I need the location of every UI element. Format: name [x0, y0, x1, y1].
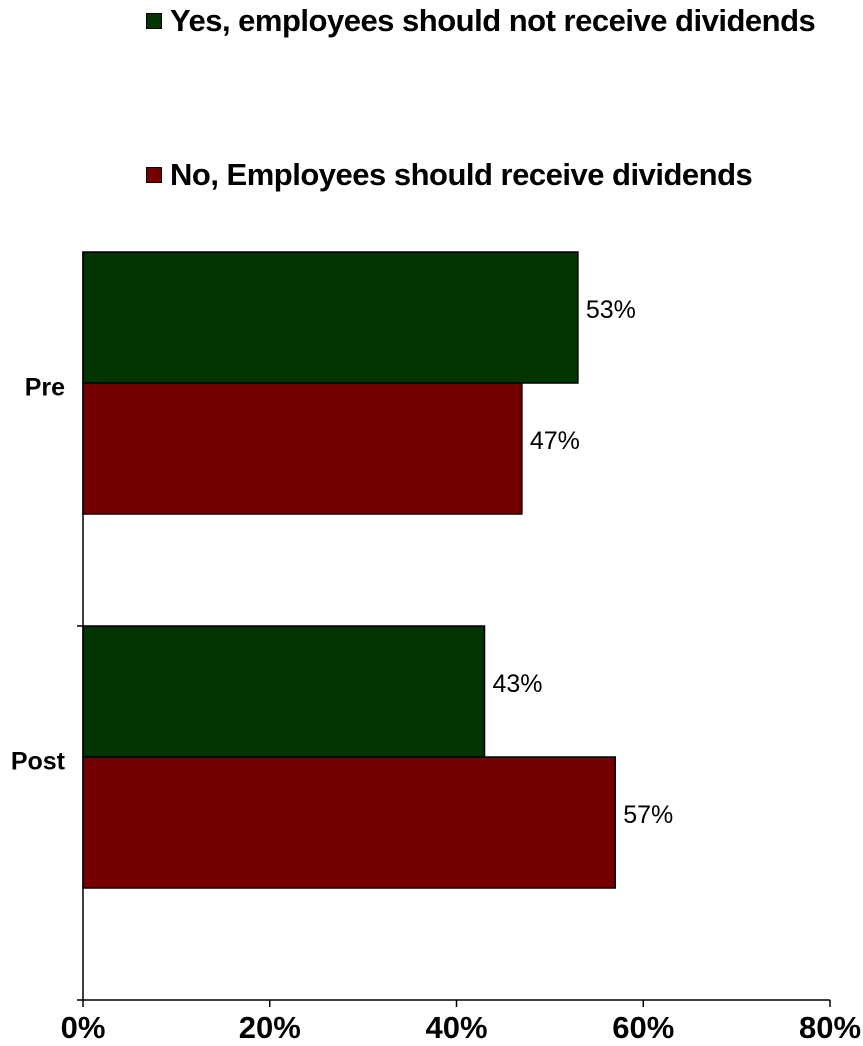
- x-tick-label: 80%: [799, 1010, 861, 1045]
- data-label-post-series-1: 43%: [493, 670, 543, 698]
- category-label-pre: Pre: [25, 374, 65, 402]
- legend-swatch-yes: [146, 13, 162, 29]
- bar-post-series-2: [82, 756, 616, 889]
- legend-label-no: No, Employees should receive dividends: [170, 157, 753, 192]
- x-tick-label: 20%: [239, 1010, 301, 1045]
- category-label-post: Post: [11, 748, 66, 776]
- x-tick-label: 40%: [425, 1010, 487, 1045]
- bar-post-series-1: [82, 625, 486, 758]
- chart-legend: Yes, employees should not receive divide…: [0, 0, 863, 230]
- legend-swatch-no: [146, 167, 162, 183]
- legend-item-no: No, Employees should receive dividends: [146, 157, 753, 193]
- data-label-pre-series-1: 53%: [586, 296, 636, 324]
- legend-item-yes: Yes, employees should not receive divide…: [146, 3, 816, 39]
- legend-label-yes: Yes, employees should not receive divide…: [170, 3, 816, 38]
- data-label-pre-series-2: 47%: [530, 427, 580, 455]
- bar-pre-series-2: [82, 382, 523, 515]
- x-tick-label: 60%: [612, 1010, 674, 1045]
- x-tick-label: 0%: [61, 1010, 106, 1045]
- bar-pre-series-1: [82, 251, 579, 384]
- data-label-post-series-2: 57%: [623, 801, 673, 829]
